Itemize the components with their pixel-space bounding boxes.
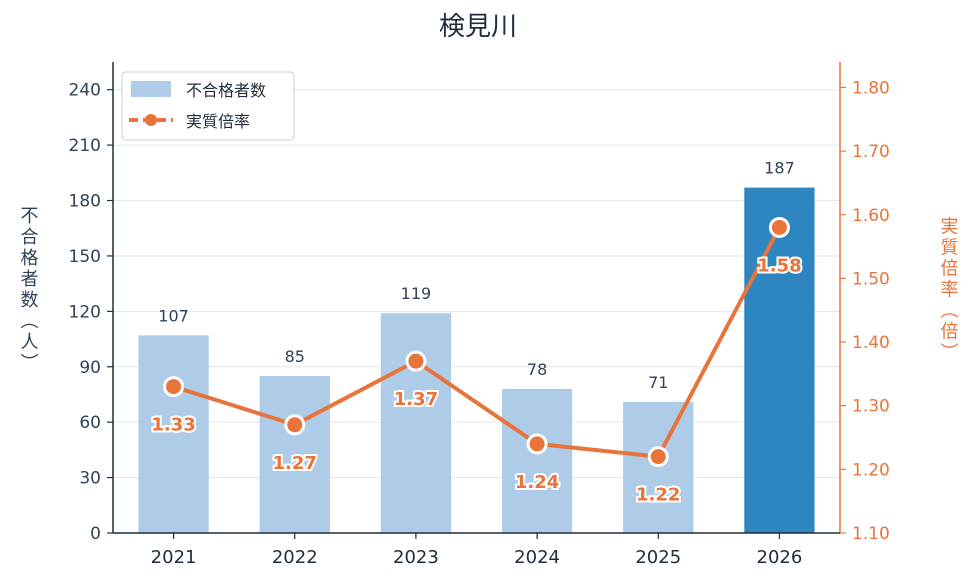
legend-bar-swatch [131,81,171,97]
bar-value-label: 78 [527,360,547,379]
left-tick-label: 240 [69,81,101,101]
x-tick-label: 2021 [151,547,197,568]
ratio-value-label: 1.24 [515,472,559,493]
x-tick-label: 2025 [635,547,681,568]
legend: 不合格者数 実質倍率 [121,71,295,141]
left-ticks: 0 30 60 90 120 150 180 210 240 [69,81,113,544]
x-ticks: 2021 2022 2023 2024 2025 2026 [151,533,803,568]
bar-labels: 107 85 119 78 71 187 [158,159,794,392]
ratio-polyline [172,226,782,459]
ratio-value-label: 1.58 [757,255,801,276]
right-tick-label: 1.60 [852,206,890,226]
legend-line-label: 実質倍率 [186,112,250,131]
right-tick-label: 1.20 [852,460,890,480]
bar-value-label: 119 [401,284,432,303]
grid-lines [113,89,840,479]
right-tick-label: 1.30 [852,397,890,417]
bar [501,388,573,533]
left-axis-label: 不合格者数（人） [18,206,39,374]
bar-value-label: 85 [285,347,305,366]
right-tick-label: 1.10 [852,524,890,544]
bars [138,187,815,533]
bar-value-label: 107 [158,306,189,325]
ratio-point [284,414,306,436]
bar-value-label: 187 [764,159,795,178]
bar-value-label: 71 [648,373,668,392]
left-tick-label: 150 [69,247,101,267]
right-tick-label: 1.50 [852,269,890,289]
ratio-value-label: 1.37 [394,389,438,410]
ratio-point [526,433,548,455]
ratio-value-label: 1.33 [151,415,195,436]
ratio-point [405,350,427,372]
right-tick-label: 1.80 [852,78,890,98]
ratio-value-label: 1.27 [273,453,317,474]
ratio-value-label: 1.22 [636,485,680,506]
right-ticks: 1.10 1.20 1.30 1.40 1.50 1.60 1.70 1.80 [840,78,890,544]
bar [623,401,694,533]
chart-title: 検見川 [439,12,517,42]
left-tick-label: 0 [90,524,101,544]
ratio-point [768,216,790,238]
right-axis-label: 実質倍率（倍） [938,216,959,363]
x-tick-label: 2026 [757,547,803,568]
legend-bar-label: 不合格者数 [186,81,266,100]
x-tick-label: 2024 [514,547,560,568]
left-tick-label: 90 [79,358,101,378]
bar [744,187,815,533]
bar [259,376,330,533]
left-tick-label: 180 [69,192,101,212]
ratio-line [163,216,790,468]
bar [138,335,209,533]
ratio-point [163,376,185,398]
left-tick-label: 30 [79,469,101,489]
legend-line-marker [145,114,157,126]
x-tick-label: 2022 [272,547,318,568]
axes [112,62,841,534]
right-tick-label: 1.40 [852,333,890,353]
ratio-labels: 1.33 1.27 1.37 1.24 1.22 1.58 [149,253,803,507]
left-tick-label: 60 [79,413,101,433]
right-tick-label: 1.70 [852,142,890,162]
bar [380,313,452,533]
left-tick-label: 120 [69,302,101,322]
ratio-point [647,446,669,468]
left-tick-label: 210 [69,136,101,156]
x-tick-label: 2023 [393,547,439,568]
